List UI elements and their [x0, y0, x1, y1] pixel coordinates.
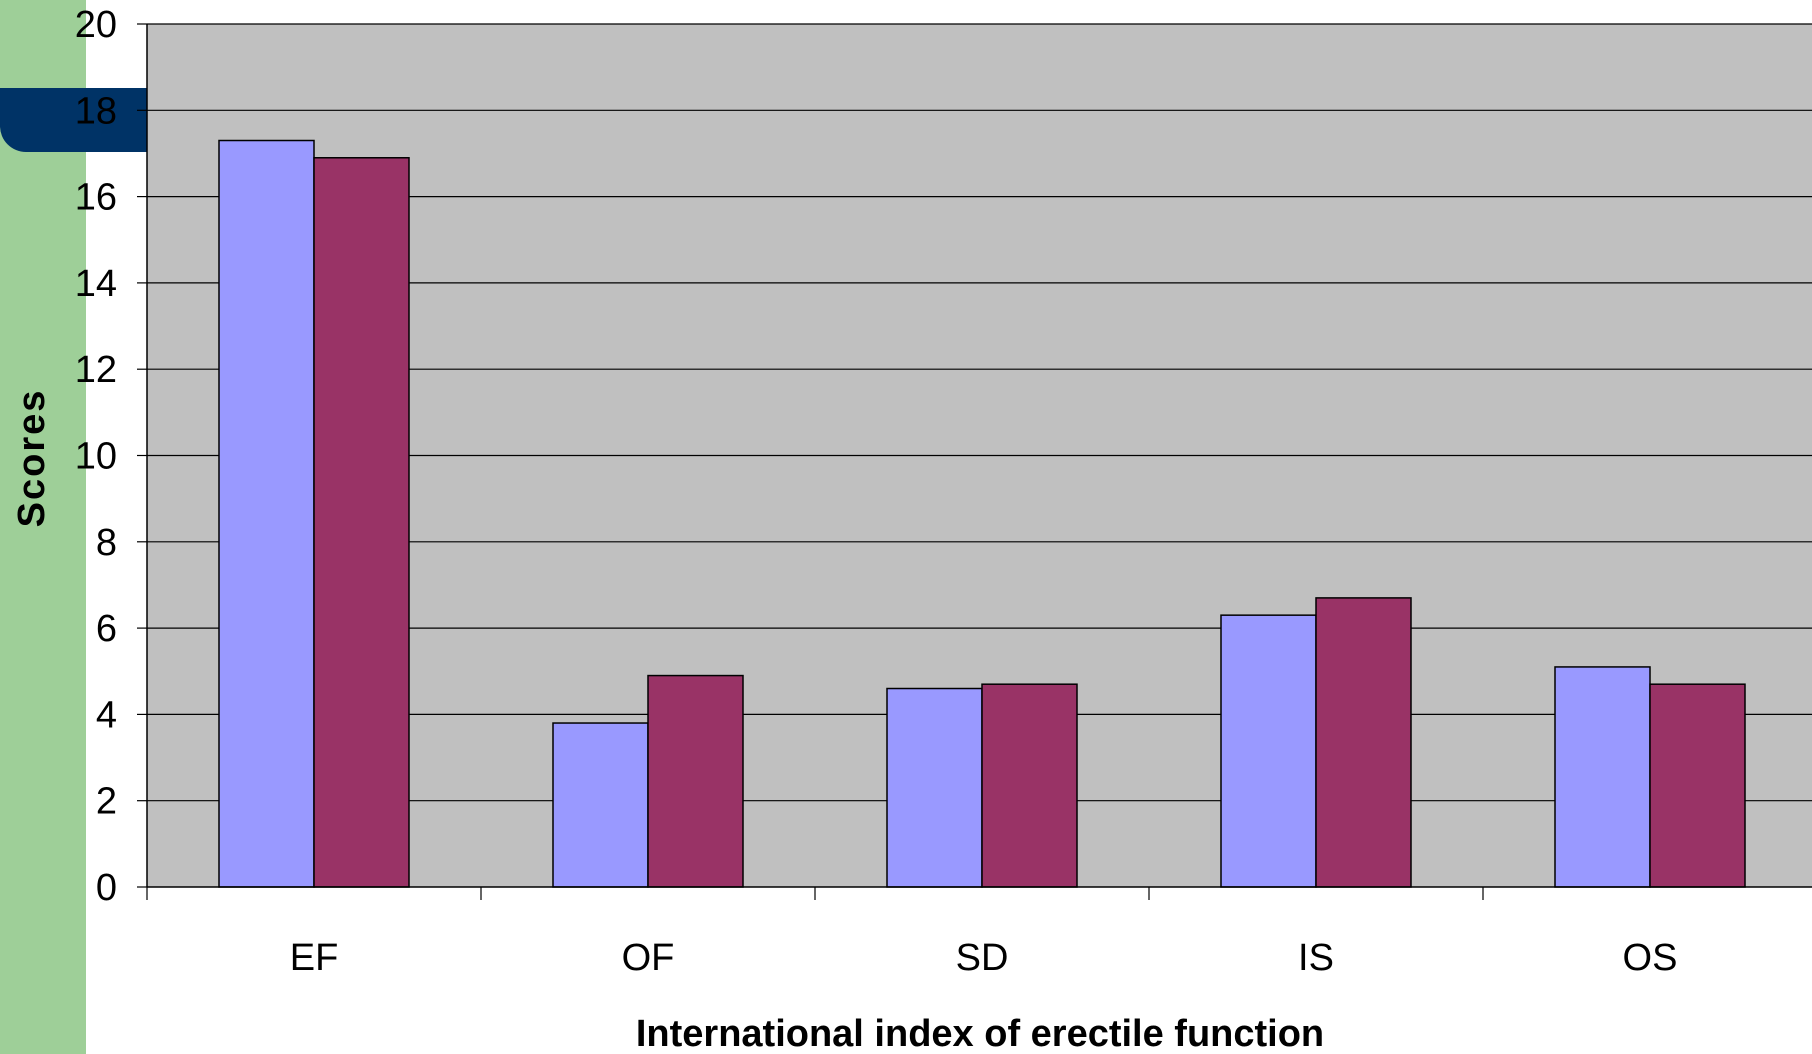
- y-tick-label-4: 4: [96, 694, 117, 736]
- bar-sd-series-2: [981, 683, 1078, 888]
- bar-of-series-1: [552, 722, 649, 888]
- y-tick-labels: 0 2 4 6 8 10 12 14 16 18 20: [75, 4, 117, 909]
- x-tick-label-of: OF: [622, 937, 675, 979]
- gridlines: [147, 23, 1812, 802]
- x-axis-label: International index of erectile function: [636, 1013, 1324, 1054]
- x-tick-label-sd: SD: [956, 937, 1009, 979]
- y-tick-label-20: 20: [75, 4, 117, 46]
- y-tick-label-12: 12: [75, 349, 117, 391]
- bar-os-series-2: [1649, 683, 1746, 888]
- side-strip: [0, 0, 86, 1054]
- bar-sd-series-1: [886, 687, 983, 888]
- bar-is-series-2: [1315, 597, 1412, 888]
- x-tick-label-is: IS: [1298, 937, 1334, 979]
- y-tick-label-8: 8: [96, 522, 117, 564]
- bar-ef-series-2: [313, 157, 410, 888]
- bar-of-series-2: [647, 674, 744, 888]
- y-tick-label-2: 2: [96, 781, 117, 823]
- y-tick-label-14: 14: [75, 263, 117, 305]
- x-tick-label-os: OS: [1623, 937, 1678, 979]
- y-tick-label-10: 10: [75, 436, 117, 478]
- x-tick-label-ef: EF: [290, 937, 339, 979]
- y-tick-label-0: 0: [96, 867, 117, 909]
- axes: [137, 23, 1812, 900]
- y-tick-label-18: 18: [75, 90, 117, 132]
- bars: [218, 139, 1746, 888]
- y-axis-label: Scores: [11, 389, 53, 528]
- y-tick-label-6: 6: [96, 608, 117, 650]
- bar-is-series-1: [1220, 614, 1317, 888]
- y-tick-label-16: 16: [75, 177, 117, 219]
- x-tick-labels: EF OF SD IS OS: [290, 937, 1678, 979]
- bar-ef-series-1: [218, 139, 315, 888]
- bar-os-series-1: [1554, 666, 1651, 888]
- side-tab: [0, 88, 150, 152]
